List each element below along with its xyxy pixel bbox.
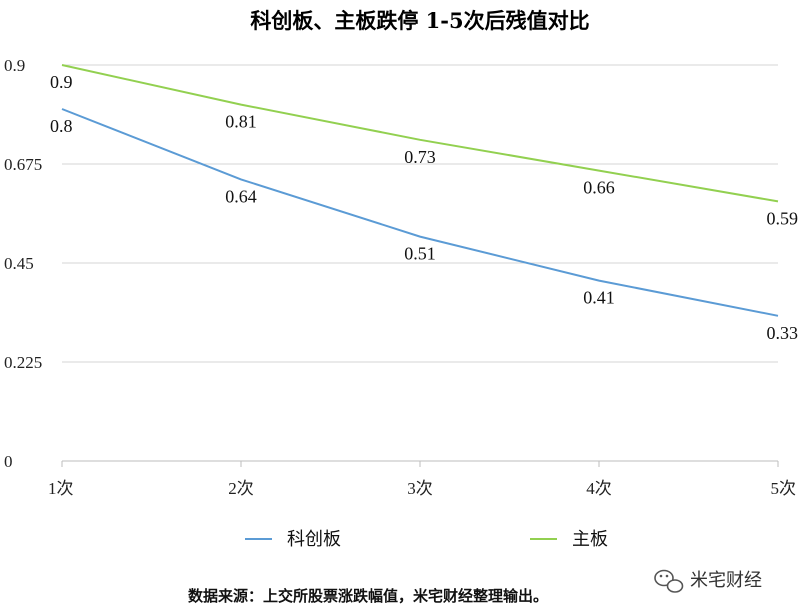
data-label: 0.64 xyxy=(225,186,257,206)
y-axis-ticks: 0 0.225 0.45 0.675 0.9 xyxy=(4,56,42,471)
legend: 科创板 主板 xyxy=(245,529,608,550)
data-label: 0.66 xyxy=(583,178,615,198)
y-tick-label: 0.45 xyxy=(4,254,34,273)
series-line-kechuang xyxy=(61,108,779,317)
y-tick-label: 0.9 xyxy=(4,56,25,75)
grid-lines xyxy=(62,64,778,462)
watermark-text: 米宅财经 xyxy=(690,570,762,591)
y-tick-label: 0 xyxy=(4,452,13,471)
wechat-icon xyxy=(654,569,684,593)
data-labels: 0.8 0.64 0.51 0.41 0.33 0.9 0.81 0.73 0.66 0.59 xyxy=(50,72,798,343)
data-label: 0.51 xyxy=(404,244,436,264)
legend-label-zhuban: 主板 xyxy=(572,529,608,550)
data-label: 0.9 xyxy=(50,72,73,92)
data-label: 0.41 xyxy=(583,288,615,308)
series-lines xyxy=(61,64,779,317)
x-tick-label: 3次 xyxy=(407,479,433,498)
chart-title: 科创板、主板跌停 1-5次后残值对比 xyxy=(250,8,589,33)
data-label: 0.73 xyxy=(404,147,436,167)
data-label: 0.33 xyxy=(767,323,799,343)
y-tick-label: 0.225 xyxy=(4,353,42,372)
watermark: 米宅财经 xyxy=(654,569,762,593)
legend-label-kechuang: 科创板 xyxy=(287,529,341,550)
data-label: 0.81 xyxy=(225,112,257,132)
source-note: 数据来源：上交所股票涨跌幅值，米宅财经整理输出。 xyxy=(188,587,548,605)
x-axis-ticks: 1次 2次 3次 4次 5次 xyxy=(48,461,796,498)
series-line-zhuban xyxy=(61,64,779,203)
x-tick-label: 5次 xyxy=(771,479,797,498)
data-label: 0.59 xyxy=(767,208,799,228)
x-tick-label: 2次 xyxy=(228,479,254,498)
y-tick-label: 0.675 xyxy=(4,155,42,174)
x-tick-label: 4次 xyxy=(586,479,612,498)
x-tick-label: 1次 xyxy=(48,479,74,498)
data-label: 0.8 xyxy=(50,116,73,136)
